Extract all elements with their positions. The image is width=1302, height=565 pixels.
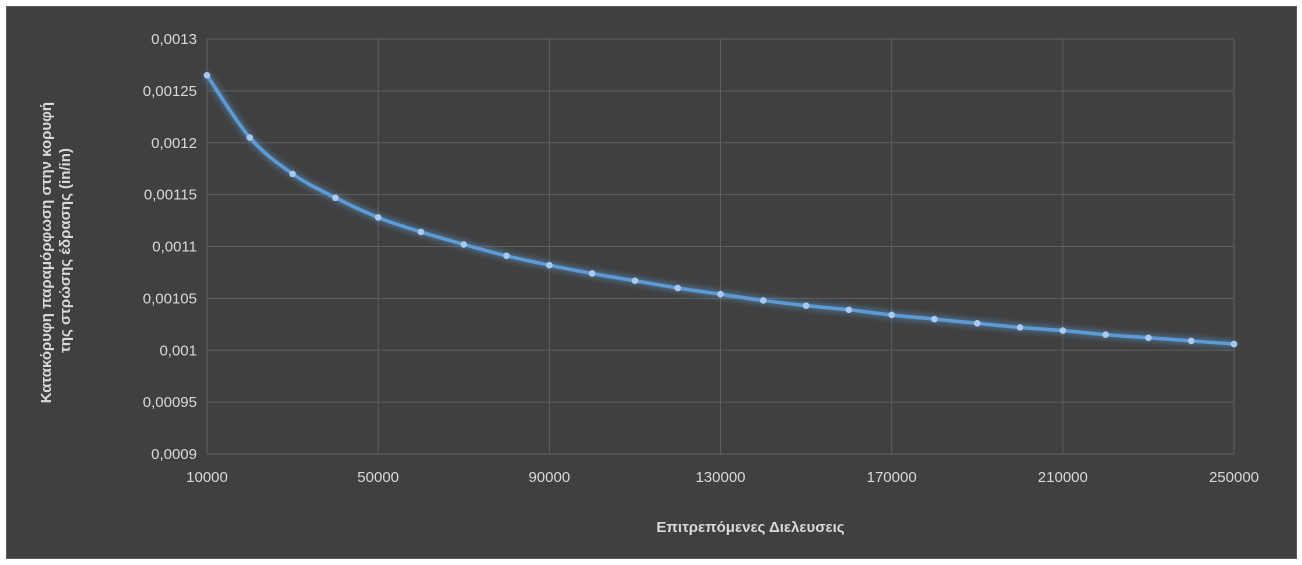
y-tick-label: 0,0011 [152,239,197,256]
data-point [546,261,553,269]
y-axis-title-line-1: Κατακόρυφη παραμόρφωση στην κορυφή [38,102,55,403]
y-tick-label: 0,001 [159,342,197,359]
data-point [845,306,853,314]
data-point [246,134,254,141]
x-tick-label: 50000 [357,469,399,486]
x-tick-label: 130000 [695,469,745,486]
data-point [1016,324,1024,331]
data-point [631,277,639,285]
y-axis-tick-labels: 0,0009 0,00095 0,001 0,00105 0,0011 0,00115 0,… [143,31,197,463]
y-tick-label: 0,00105 [143,290,197,307]
data-point [1230,340,1238,348]
y-tick-label: 0,0012 [151,135,197,152]
x-tick-label: 10000 [186,469,228,486]
data-point [674,284,682,292]
data-point [417,228,425,236]
chart-area: 0,0009 0,00095 0,001 0,00105 0,0011 0,00115 0,… [6,6,1297,559]
y-tick-label: 0,00115 [144,187,197,204]
x-tick-label: 90000 [528,469,570,486]
data-point [1059,327,1067,334]
data-point [460,241,468,248]
line-chart: 0,0009 0,00095 0,001 0,00105 0,0011 0,00115 0,… [38,31,1259,536]
data-point [717,290,724,298]
gridlines [206,38,1235,455]
data-point [1145,334,1152,342]
data-point [203,72,211,79]
x-tick-label: 210000 [1038,469,1088,486]
y-tick-label: 0,00095 [143,394,197,411]
x-axis-tick-labels: 10000 50000 90000 130000 170000 210000 250000 [186,469,1259,486]
x-axis-title: Επιτρεπόμενες Διελευσεις [656,519,844,536]
data-point [588,270,596,277]
data-point [503,252,510,260]
data-point [289,170,296,178]
data-point [1187,337,1195,345]
data-point [973,319,981,327]
y-tick-label: 0,00125 [143,83,197,100]
y-tick-label: 0,0009 [151,446,197,463]
y-axis-title: Κατακόρυφη παραμόρφωση στην κορυφή της σ… [38,98,74,403]
y-tick-label: 0,0013 [151,31,197,48]
x-tick-label: 170000 [867,469,917,486]
data-point [374,214,382,221]
data-point [332,194,339,202]
data-point [931,315,938,323]
x-tick-label: 250000 [1209,469,1259,486]
data-point [1102,331,1109,338]
y-axis-title-line-2: της στρώσης έδρασης (in/in) [57,148,74,353]
data-point [759,297,767,304]
series-group [203,72,1238,348]
data-point [888,311,895,319]
data-point [802,302,810,309]
